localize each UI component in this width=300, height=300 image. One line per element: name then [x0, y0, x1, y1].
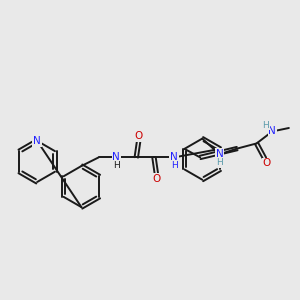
- Text: N: N: [112, 152, 120, 162]
- Text: H: H: [171, 161, 177, 170]
- Text: N: N: [216, 149, 223, 159]
- Text: H: H: [262, 121, 269, 130]
- Text: H: H: [113, 161, 120, 170]
- Text: O: O: [263, 158, 271, 168]
- Text: O: O: [152, 174, 160, 184]
- Text: O: O: [134, 131, 143, 141]
- Text: H: H: [217, 158, 224, 167]
- Text: N: N: [268, 126, 276, 136]
- Text: N: N: [33, 136, 41, 146]
- Text: N: N: [170, 152, 178, 162]
